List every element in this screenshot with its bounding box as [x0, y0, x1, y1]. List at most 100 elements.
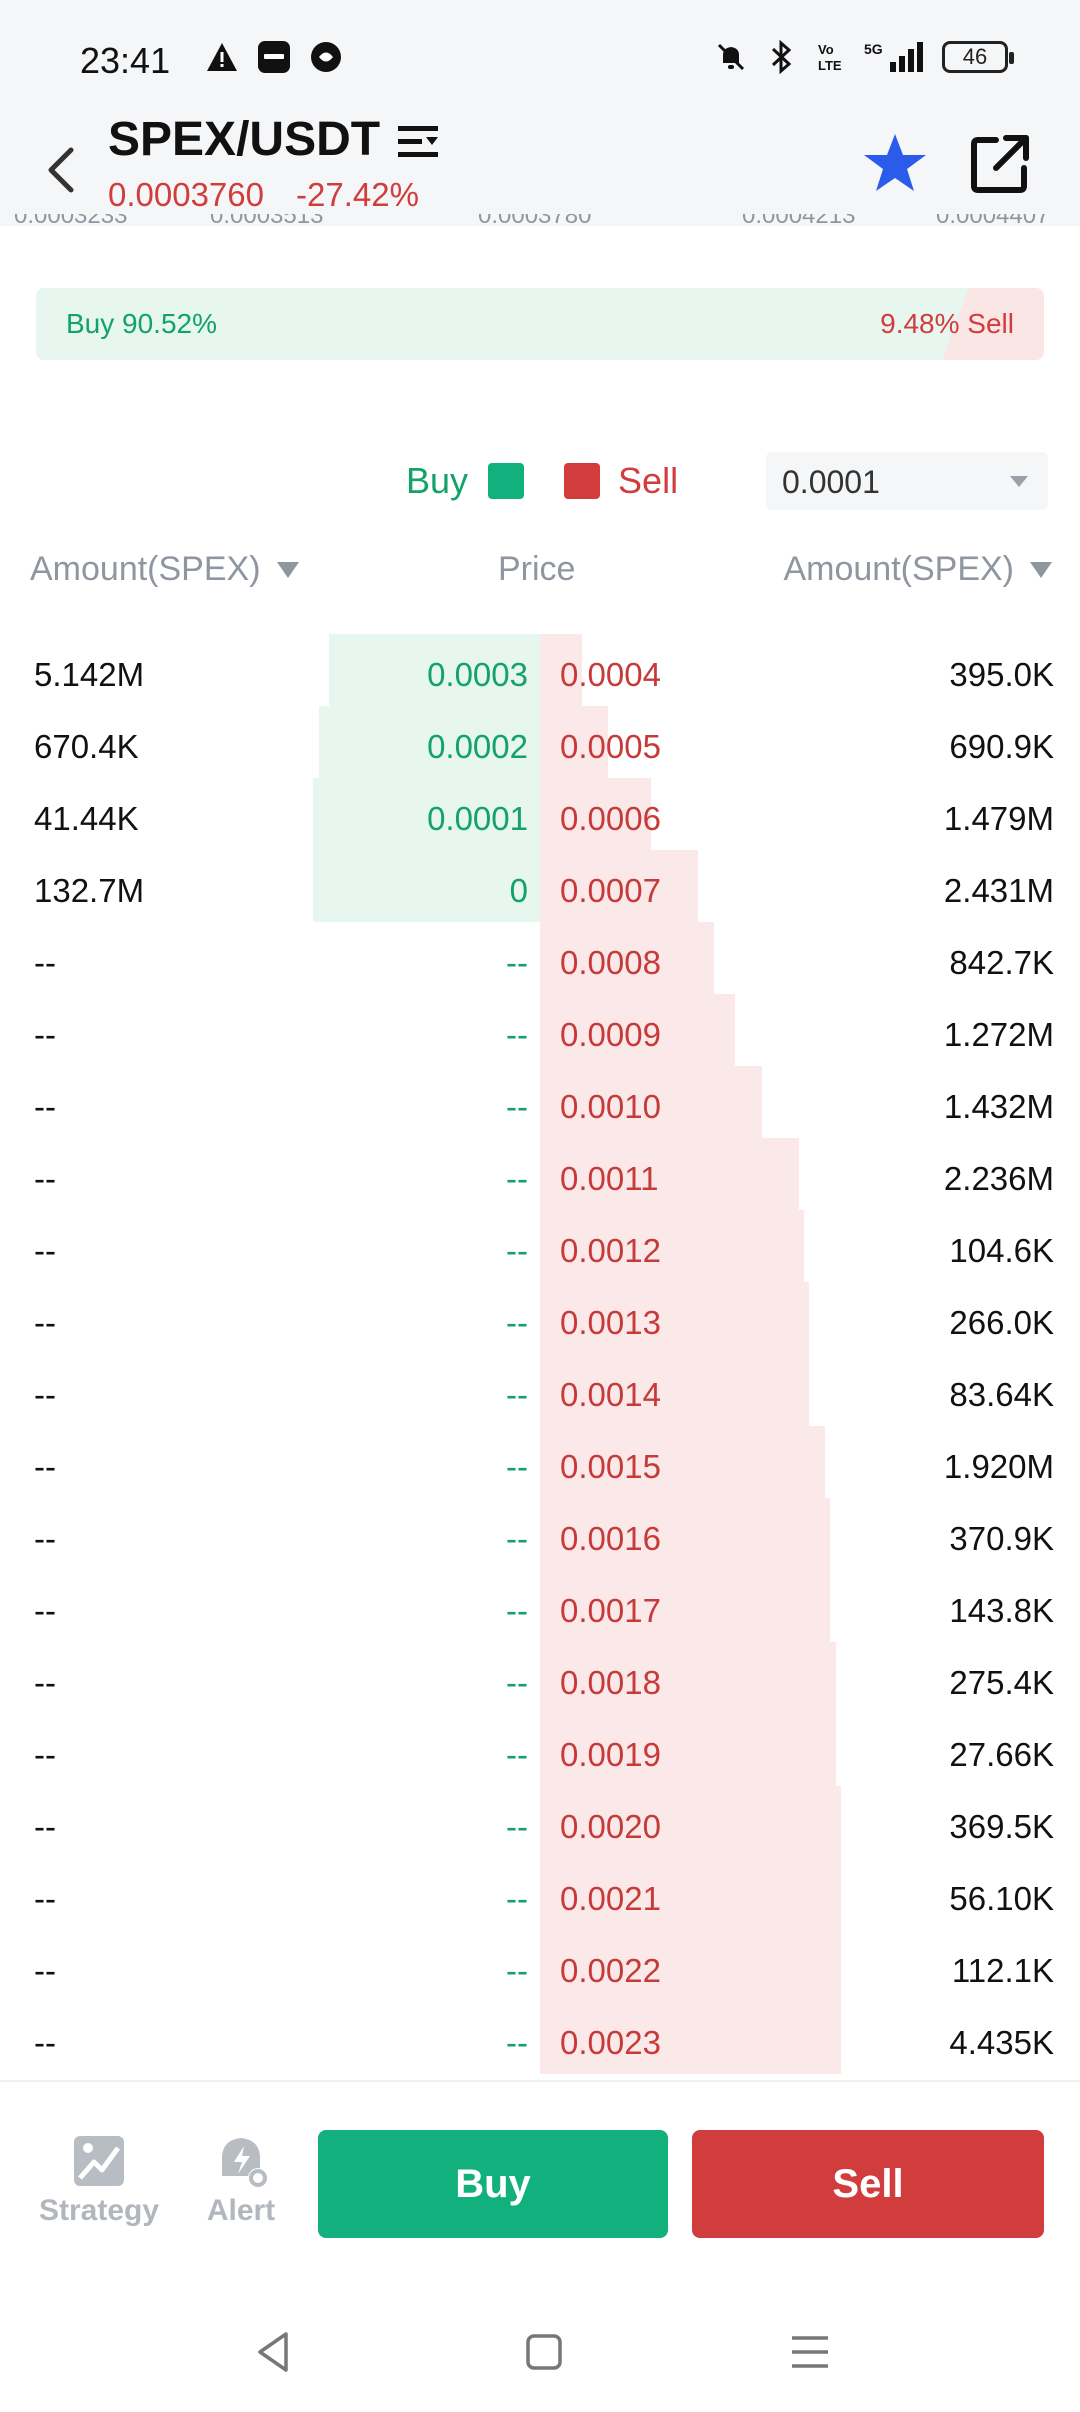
orderbook-row[interactable]: -- -- 0.0020 369.5K [0, 1786, 1080, 1858]
alert-nav[interactable]: Alert [196, 2132, 286, 2228]
orderbook-column-headers: Amount(SPEX) Price Amount(SPEX) [0, 550, 1080, 600]
ask-price: 0.0005 [560, 728, 661, 765]
nav-back-icon[interactable] [250, 2328, 298, 2376]
sort-down-icon [276, 561, 299, 578]
ask-amount: 395.0K [949, 656, 1054, 693]
ask-amount: 275.4K [949, 1664, 1054, 1701]
orderbook-row[interactable]: -- -- 0.0021 56.10K [0, 1858, 1080, 1930]
ask-price: 0.0007 [560, 872, 661, 909]
ask-price: 0.0011 [560, 1160, 659, 1197]
pair-menu-icon[interactable] [396, 120, 440, 164]
chevron-left-icon [48, 147, 74, 193]
legend-buy-label[interactable]: Buy [406, 460, 469, 501]
orderbook: 5.142M 0.0003 0.0004 395.0K 670.4K 0.0002 0.00… [0, 634, 1080, 2080]
bid-amount: -- [34, 2024, 56, 2061]
price-header: Price [498, 550, 576, 588]
orderbook-row[interactable]: -- -- 0.0019 27.66K [0, 1714, 1080, 1786]
axis-tick: 0.0003780 [478, 214, 592, 229]
back-button[interactable] [30, 130, 90, 210]
sort-down-icon [1030, 561, 1052, 578]
bluetooth-icon [764, 40, 798, 74]
ask-amount: 27.66K [949, 1736, 1054, 1773]
orderbook-row[interactable]: -- -- 0.0015 1.920M [0, 1426, 1080, 1498]
bid-price: -- [506, 1376, 528, 1413]
axis-tick: 0.0004407 [936, 214, 1050, 229]
orderbook-row[interactable]: -- -- 0.0011 2.236M [0, 1138, 1080, 1210]
ask-price: 0.0015 [560, 1448, 661, 1485]
orderbook-row[interactable]: -- -- 0.0016 370.9K [0, 1498, 1080, 1570]
ask-price: 0.0018 [560, 1664, 661, 1701]
pair-title[interactable]: SPEX/USDT [108, 113, 381, 166]
share-icon[interactable] [966, 128, 1036, 198]
alert-label: Alert [206, 2194, 276, 2227]
precision-select[interactable]: 0.0001 [766, 452, 1048, 510]
nav-home-icon[interactable] [520, 2328, 568, 2376]
bid-price: -- [506, 2024, 528, 2061]
orderbook-row[interactable]: 41.44K 0.0001 0.0006 1.479M [0, 778, 1080, 850]
favorite-star-icon[interactable] [860, 128, 930, 198]
ask-amount: 83.64K [949, 1376, 1054, 1413]
orderbook-row[interactable]: 5.142M 0.0003 0.0004 395.0K [0, 634, 1080, 706]
bid-price: 0 [509, 872, 528, 909]
ratio-sell-label: 9.48% Sell [880, 308, 1014, 339]
ask-price: 0.0009 [560, 1016, 661, 1053]
ask-amount: 4.435K [949, 2024, 1054, 2061]
legend-buy-swatch[interactable] [488, 463, 525, 499]
ask-depth-bar [540, 1570, 830, 1642]
strategy-label: Strategy [38, 2194, 160, 2227]
bid-price: -- [506, 944, 528, 981]
ask-depth-bar [540, 2002, 841, 2074]
bid-price: -- [506, 1232, 528, 1269]
nav-recents-icon[interactable] [786, 2328, 834, 2376]
orderbook-row[interactable]: -- -- 0.0023 4.435K [0, 2002, 1080, 2074]
orderbook-row[interactable]: -- -- 0.0017 143.8K [0, 1570, 1080, 1642]
sell-button[interactable]: Sell [692, 2130, 1044, 2238]
alert-bell-icon [222, 2138, 268, 2188]
strategy-nav[interactable]: Strategy [34, 2132, 164, 2228]
ask-amount-header[interactable]: Amount(SPEX) [783, 550, 1052, 589]
orderbook-row[interactable]: -- -- 0.0012 104.6K [0, 1210, 1080, 1282]
ask-price: 0.0017 [560, 1592, 661, 1629]
legend-sell-label[interactable]: Sell [618, 460, 679, 501]
bid-price: 0.0001 [427, 800, 528, 837]
orderbook-row[interactable]: -- -- 0.0018 275.4K [0, 1642, 1080, 1714]
buy-button[interactable]: Buy [318, 2130, 668, 2238]
ask-price: 0.0006 [560, 800, 661, 837]
ratio-buy-fill [36, 288, 969, 360]
paytm-icon [257, 40, 291, 74]
orderbook-legend: Buy Sell [406, 460, 678, 502]
ask-depth-bar [540, 778, 651, 850]
ask-price: 0.0020 [560, 1808, 661, 1845]
orderbook-row[interactable]: 132.7M 0 0.0007 2.431M [0, 850, 1080, 922]
ask-depth-bar [540, 1138, 799, 1210]
bid-amount: 41.44K [34, 800, 139, 837]
ask-amount: 690.9K [949, 728, 1054, 765]
orderbook-row[interactable]: 670.4K 0.0002 0.0005 690.9K [0, 706, 1080, 778]
orderbook-row[interactable]: -- -- 0.0008 842.7K [0, 922, 1080, 994]
ask-amount: 1.920M [943, 1448, 1054, 1485]
ask-depth-bar [540, 1714, 836, 1786]
bid-amount: -- [34, 1808, 56, 1845]
ask-price: 0.0022 [560, 1952, 661, 1989]
svg-text:Vo: Vo [818, 42, 834, 57]
orderbook-row[interactable]: -- -- 0.0013 266.0K [0, 1282, 1080, 1354]
orderbook-row[interactable]: -- -- 0.0014 83.64K [0, 1354, 1080, 1426]
orderbook-row[interactable]: -- -- 0.0022 112.1K [0, 1930, 1080, 2002]
buy-sell-ratio-bar: Buy 90.52% 9.48% Sell [36, 288, 1044, 360]
ask-amount: 369.5K [949, 1808, 1054, 1845]
bid-amount: -- [34, 1952, 56, 1989]
chart-axis-strip: 0.0003233 0.0003513 0.0003780 0.0004213 … [0, 214, 1080, 242]
bid-amount: 670.4K [34, 728, 139, 765]
svg-text:LTE: LTE [818, 58, 842, 73]
ratio-buy-label: Buy 90.52% [66, 308, 217, 339]
ask-price: 0.0008 [560, 944, 661, 981]
bid-price: -- [506, 1952, 528, 1989]
legend-sell-swatch[interactable] [564, 463, 601, 499]
orderbook-row[interactable]: -- -- 0.0009 1.272M [0, 994, 1080, 1066]
bid-amount-header[interactable]: Amount(SPEX) [30, 550, 299, 589]
ask-depth-bar [540, 634, 582, 706]
status-bar: 23:41 Vo LTE 5G 46 [0, 0, 1080, 120]
orderbook-row[interactable]: -- -- 0.0010 1.432M [0, 1066, 1080, 1138]
ask-amount: 2.431M [943, 872, 1054, 909]
bid-price: -- [506, 1664, 528, 1701]
